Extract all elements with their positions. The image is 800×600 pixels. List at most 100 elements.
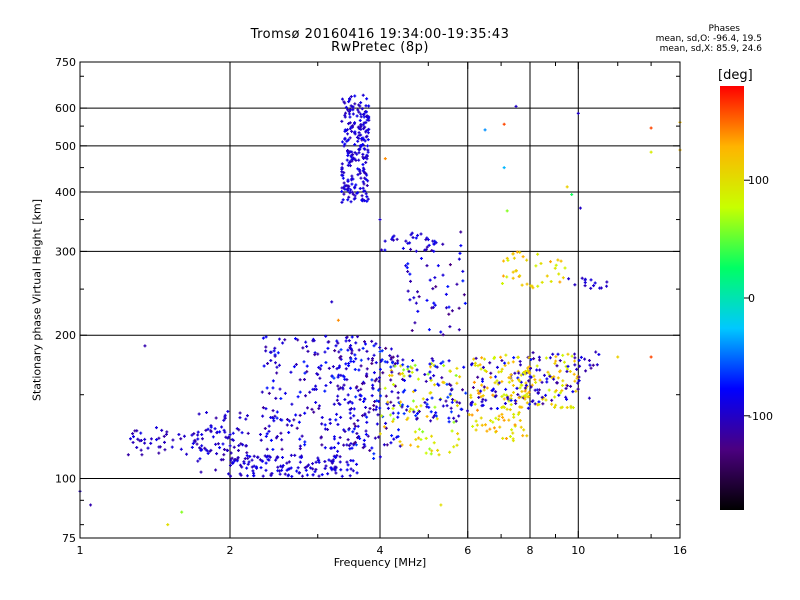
data-point xyxy=(529,385,533,389)
data-point xyxy=(383,239,387,243)
data-point xyxy=(139,431,143,435)
data-point xyxy=(410,231,414,235)
data-point xyxy=(261,459,265,463)
data-point xyxy=(340,162,344,166)
data-point xyxy=(314,400,318,404)
data-point xyxy=(554,359,558,363)
data-point xyxy=(283,472,287,476)
data-point xyxy=(409,247,413,251)
data-point xyxy=(245,451,249,455)
data-point xyxy=(362,381,366,385)
data-point xyxy=(359,394,363,398)
data-point xyxy=(311,473,315,477)
data-point xyxy=(453,398,457,402)
data-point xyxy=(264,461,268,465)
data-point xyxy=(520,283,524,287)
x-tick-label: 1 xyxy=(77,544,84,557)
data-point xyxy=(576,111,580,115)
data-point xyxy=(348,408,352,412)
data-point xyxy=(289,370,293,374)
data-point xyxy=(324,334,328,338)
data-point xyxy=(511,431,515,435)
data-point xyxy=(366,434,370,438)
data-point xyxy=(476,389,480,393)
data-point xyxy=(568,370,572,374)
data-point xyxy=(548,356,552,360)
data-point xyxy=(413,363,417,367)
data-point xyxy=(431,306,435,310)
data-point xyxy=(512,415,516,419)
data-point xyxy=(347,427,351,431)
data-point xyxy=(252,454,256,458)
data-point xyxy=(354,443,358,447)
data-point xyxy=(343,136,347,140)
data-point xyxy=(408,272,412,276)
data-point xyxy=(283,338,287,342)
data-point xyxy=(444,306,448,310)
data-point xyxy=(294,363,298,366)
data-point xyxy=(505,209,509,213)
data-point xyxy=(323,350,327,354)
data-point xyxy=(336,341,340,345)
data-point xyxy=(500,359,504,363)
data-point xyxy=(497,417,501,421)
data-point xyxy=(450,309,454,313)
data-point xyxy=(441,273,445,277)
data-point xyxy=(377,376,381,380)
data-point xyxy=(365,367,369,371)
data-point xyxy=(366,138,370,142)
data-point xyxy=(471,424,475,428)
data-point xyxy=(577,375,581,379)
data-point xyxy=(571,406,575,410)
y-axis-label: Stationary phase Virtual Height [km] xyxy=(30,198,44,402)
data-point xyxy=(577,358,581,362)
data-point xyxy=(279,397,283,401)
data-point xyxy=(213,427,217,431)
data-point xyxy=(364,130,368,134)
data-point xyxy=(553,266,557,270)
data-point xyxy=(365,184,369,188)
data-point xyxy=(515,386,519,390)
data-point xyxy=(294,413,298,417)
data-point xyxy=(343,128,347,132)
data-point xyxy=(261,474,265,478)
data-point xyxy=(401,377,405,381)
data-point xyxy=(430,434,434,438)
data-point xyxy=(391,235,395,239)
data-point xyxy=(398,444,402,448)
data-point xyxy=(537,400,541,404)
data-point xyxy=(395,237,399,241)
data-point xyxy=(513,371,517,375)
data-point xyxy=(319,364,323,368)
data-point xyxy=(490,388,494,392)
data-point xyxy=(391,382,395,386)
data-point xyxy=(330,461,334,465)
data-point xyxy=(559,259,563,263)
data-point xyxy=(578,206,582,210)
data-point xyxy=(356,167,360,171)
data-point xyxy=(431,287,435,291)
data-point xyxy=(223,415,227,419)
data-point xyxy=(218,430,222,434)
data-point xyxy=(526,366,530,370)
data-point xyxy=(528,371,532,375)
data-point xyxy=(334,471,338,475)
data-point xyxy=(405,408,409,412)
data-point xyxy=(171,438,175,442)
data-point xyxy=(221,442,225,446)
data-point xyxy=(264,335,268,339)
data-point xyxy=(419,438,423,442)
data-point xyxy=(341,173,345,177)
data-point xyxy=(558,280,562,284)
data-point xyxy=(433,364,437,368)
data-point xyxy=(503,361,507,365)
data-point xyxy=(458,401,462,405)
data-point xyxy=(533,378,537,382)
data-point xyxy=(477,395,481,399)
data-point xyxy=(344,362,348,366)
data-point xyxy=(536,391,540,395)
data-point xyxy=(352,427,356,431)
data-point xyxy=(413,388,417,392)
data-point xyxy=(576,381,580,385)
data-point xyxy=(406,262,410,266)
